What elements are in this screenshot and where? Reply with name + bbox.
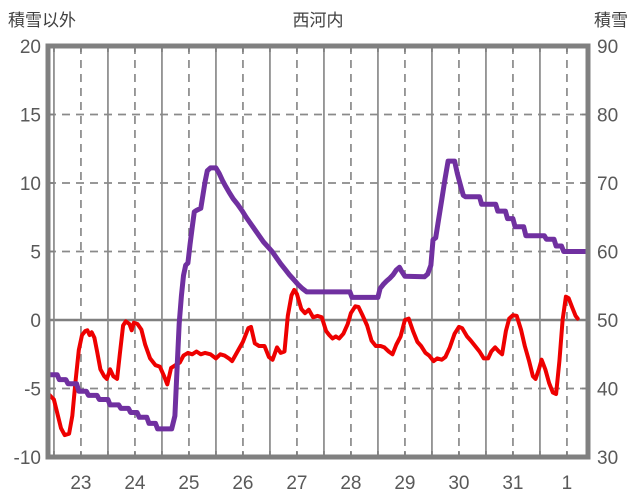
- left-axis-title: 積雪以外: [8, 11, 76, 30]
- right-axis-tick-label: 40: [597, 380, 618, 401]
- right-axis-title: 積雪: [594, 11, 628, 30]
- x-axis-tick-label: 23: [70, 473, 91, 494]
- left-axis-tick-label: 0: [30, 311, 41, 332]
- snow-depth-line: [46, 158, 590, 432]
- right-axis-tick-label: 70: [597, 174, 618, 195]
- x-axis-tick-label: 28: [340, 473, 361, 494]
- x-axis-tick-label: 24: [124, 473, 146, 494]
- x-axis-tick-label: 26: [232, 473, 253, 494]
- left-axis-tick-label: 5: [30, 243, 41, 264]
- other-than-snow-line: [46, 287, 580, 438]
- chart-title: 西河内: [292, 11, 344, 30]
- right-axis-tick-label: 90: [597, 37, 618, 58]
- x-axis-tick-label: 25: [178, 473, 199, 494]
- x-axis-tick-label: 1: [562, 473, 573, 494]
- x-axis-tick-label: 31: [502, 473, 523, 494]
- x-axis-tick-label: 27: [286, 473, 307, 494]
- x-axis-tick-label: 30: [448, 473, 469, 494]
- right-axis-tick-label: 60: [597, 243, 618, 264]
- right-axis-tick-label: 80: [597, 106, 618, 127]
- right-axis-tick-label: 50: [597, 311, 618, 332]
- x-axis-tick-label: 29: [394, 473, 415, 494]
- plot-border: [45, 43, 591, 460]
- right-axis-tick-label: 30: [597, 448, 618, 469]
- left-axis-tick-label: -10: [14, 448, 41, 469]
- left-axis-tick-label: -5: [24, 380, 41, 401]
- left-axis-tick-label: 20: [20, 37, 41, 58]
- left-axis-tick-label: 10: [20, 174, 41, 195]
- left-axis-tick-label: 15: [20, 106, 41, 127]
